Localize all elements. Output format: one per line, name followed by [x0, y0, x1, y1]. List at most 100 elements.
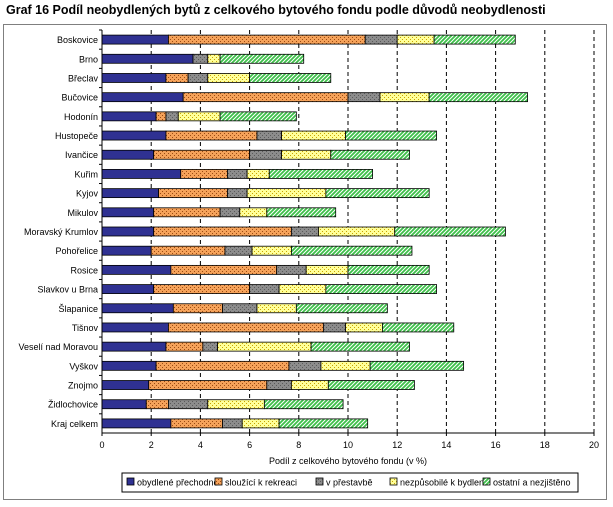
bar-segment [168, 322, 324, 333]
bar-segment [266, 207, 337, 218]
bar-segment [219, 53, 305, 64]
bar-segment [101, 245, 152, 256]
x-tick-label: 0 [99, 440, 104, 450]
x-tick-label: 14 [441, 440, 451, 450]
bars-layer [101, 34, 528, 429]
bar-segment [101, 360, 157, 371]
y-tick-label: Rosice [70, 265, 98, 275]
bar-segment [101, 264, 172, 275]
y-tick-label: Tišnov [72, 323, 99, 333]
legend-swatch [482, 477, 491, 486]
bar-segment [101, 169, 182, 179]
bar-segment [263, 399, 344, 410]
bar-segment [101, 341, 167, 352]
bar-segment [241, 418, 280, 429]
x-tick-label: 16 [491, 440, 501, 450]
bar-segment [295, 303, 388, 314]
x-tick-label: 8 [296, 440, 301, 450]
bar-segment [101, 149, 155, 160]
bar-segment [170, 264, 278, 275]
bar-segment [322, 322, 346, 333]
bar-segment [266, 380, 292, 390]
bar-segment [101, 399, 147, 410]
bar-segment [433, 34, 516, 45]
bar-segment [249, 284, 280, 294]
bar-segment [155, 111, 167, 122]
bar-segment [217, 341, 312, 352]
bar-segment [145, 399, 169, 410]
bar-segment [155, 360, 290, 371]
bar-segment [165, 341, 204, 352]
bar-segment [325, 284, 437, 294]
bar-segment [101, 418, 172, 429]
bar-segment [153, 149, 251, 160]
bar-segment [202, 341, 219, 352]
bar-segment [222, 418, 243, 429]
y-tick-label: Židlochovice [48, 400, 98, 410]
bar-segment [187, 73, 209, 83]
bar-segment [101, 303, 174, 314]
bar-segment [101, 73, 167, 83]
bar-segment [153, 207, 221, 218]
legend-swatch [214, 477, 223, 486]
bar-segment [394, 226, 506, 237]
bar-segment [177, 111, 221, 122]
bar-segment [382, 322, 455, 333]
bar-segment [101, 380, 150, 390]
bar-segment [278, 284, 327, 294]
x-tick-label: 20 [589, 440, 599, 450]
y-tick-label: Vyškov [69, 361, 98, 371]
bar-segment [268, 169, 373, 179]
legend-label: v přestavbě [326, 478, 373, 488]
bar-segment [276, 264, 307, 275]
bar-segment [251, 245, 292, 256]
bar-segment [192, 53, 209, 64]
bar-segment [172, 303, 223, 314]
bar-segment [327, 380, 415, 390]
bar-segment [101, 226, 155, 237]
bar-segment [153, 226, 292, 237]
bar-segment [101, 111, 157, 122]
y-tick-label: Pohořelice [55, 246, 98, 256]
x-tick-label: 18 [540, 440, 550, 450]
legend-label: sloužící k rekreaci [225, 478, 297, 488]
bar-segment [165, 130, 258, 141]
axes-layer: Boskovice Brno Břeclav Bučovice Hodonín Husto… [18, 29, 599, 466]
bar-segment [101, 92, 184, 103]
bar-segment [379, 92, 430, 103]
y-tick-label: Kraj celkem [51, 419, 98, 429]
bar-segment [291, 245, 413, 256]
bar-segment [224, 245, 253, 256]
legend-label: ostatní a nezjištěno [493, 478, 571, 488]
bar-segment [330, 149, 410, 160]
legend: obydlené přechodně sloužící k rekreaci v p… [121, 472, 579, 493]
bar-segment [364, 34, 398, 45]
bar-segment [101, 130, 167, 141]
bar-segment [207, 399, 265, 410]
bar-segment [101, 53, 194, 64]
x-tick-label: 4 [198, 440, 203, 450]
bar-segment [249, 149, 282, 160]
bar-segment [168, 34, 366, 45]
bar-segment [369, 360, 465, 371]
bar-segment [347, 92, 381, 103]
bar-segment [310, 341, 410, 352]
y-tick-label: Šlapanice [58, 304, 98, 314]
chart-frame: Boskovice Brno Břeclav Bučovice Hodonín Husto… [3, 24, 607, 500]
legend-swatch [389, 477, 398, 486]
bar-segment [207, 53, 221, 64]
chart-title: Graf 16 Podíl neobydlených bytů z celkov… [6, 3, 546, 17]
bar-segment [207, 73, 250, 83]
bar-segment [158, 188, 228, 199]
bar-segment [278, 418, 369, 429]
bar-segment [180, 169, 228, 179]
y-tick-label: Břeclav [68, 73, 99, 83]
y-tick-label: Ivančice [65, 150, 98, 160]
bar-segment [281, 149, 332, 160]
bar-segment [246, 188, 327, 199]
bar-segment [396, 34, 435, 45]
legend-swatch [315, 477, 324, 486]
x-axis-title: Podíl z celkového bytového fondu (v %) [269, 456, 427, 466]
bar-segment [101, 188, 159, 199]
x-tick-label: 12 [392, 440, 402, 450]
